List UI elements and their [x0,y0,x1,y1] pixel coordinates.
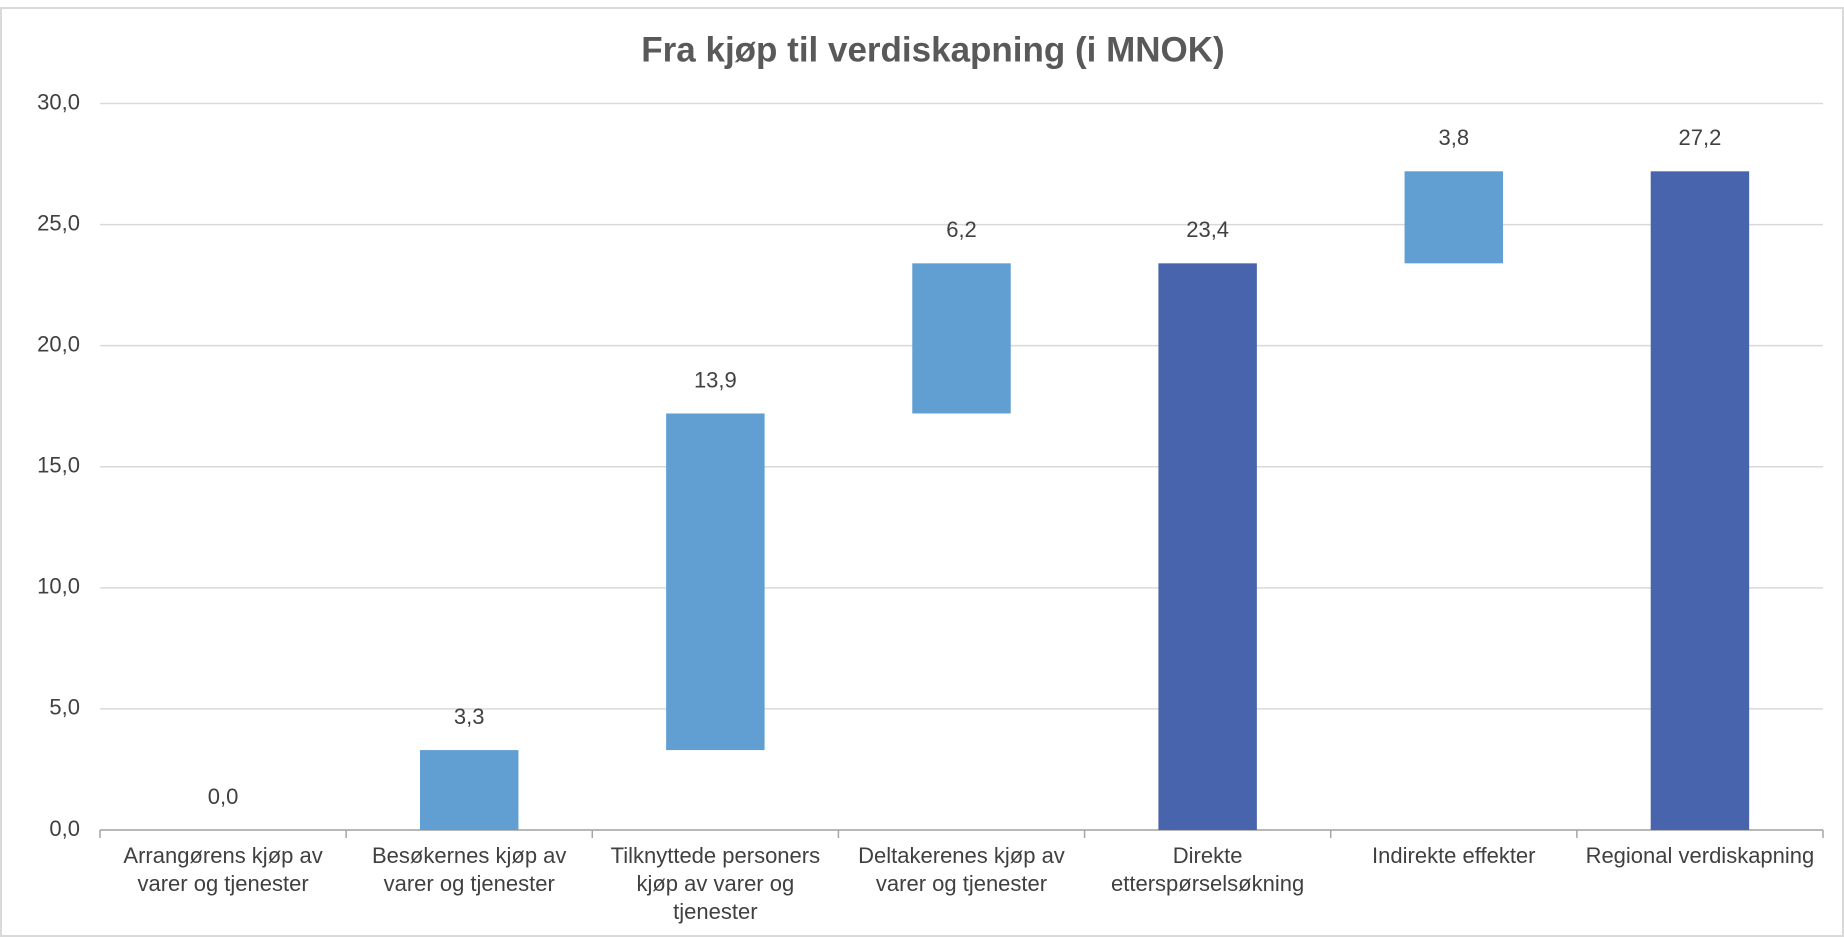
y-tick-label: 10,0 [37,574,80,599]
x-tick-label: Regional verdiskapning [1585,843,1815,868]
x-tick-label: Direkte etterspørselsøkning [1111,843,1305,896]
data-label: 3,3 [454,704,485,729]
x-tick-label: Indirekte effekter [1372,843,1536,868]
chart-title: Fra kjøp til verdiskapning (i MNOK) [641,30,1224,69]
y-tick-label: 15,0 [37,453,80,478]
bar [1404,171,1504,264]
y-tick-label: 30,0 [37,89,80,114]
bar [912,263,1011,414]
x-tick-label-box: Tilknyttede personers kjøp av varer og t… [610,843,821,924]
y-tick-label: 5,0 [49,695,80,720]
x-tick-label-box: Direkte etterspørselsøkning [1111,843,1305,896]
x-tick-label: Besøkernes kjøp av varer og tjenester [372,843,567,896]
data-label: 13,9 [694,367,737,392]
x-tick-label-box: Indirekte effekter [1372,843,1536,868]
x-tick-label: Tilknyttede personers kjøp av varer og t… [610,843,821,924]
data-label: 6,2 [946,217,977,242]
data-label: 23,4 [1186,217,1229,242]
y-tick-label: 25,0 [37,210,80,235]
x-tick-label-box: Besøkernes kjøp av varer og tjenester [372,843,567,896]
x-tick-label: Deltakerenes kjøp av varer og tjenester [858,843,1065,896]
data-label: 3,8 [1438,125,1469,150]
x-tick-label: Arrangørens kjøp av varer og tjenester [123,843,323,896]
bar [1158,263,1257,831]
x-tick-label-box: Regional verdiskapning [1585,843,1815,868]
data-label: 0,0 [208,784,239,809]
bar [1650,171,1750,831]
data-label: 27,2 [1679,125,1722,150]
bar [419,750,519,830]
chart-border [0,7,1844,937]
x-tick-label-box: Arrangørens kjøp av varer og tjenester [123,843,323,896]
bar [666,413,765,751]
y-tick-label: 20,0 [37,331,80,356]
x-tick-label-box: Deltakerenes kjøp av varer og tjenester [858,843,1065,896]
y-tick-label: 0,0 [49,816,80,841]
